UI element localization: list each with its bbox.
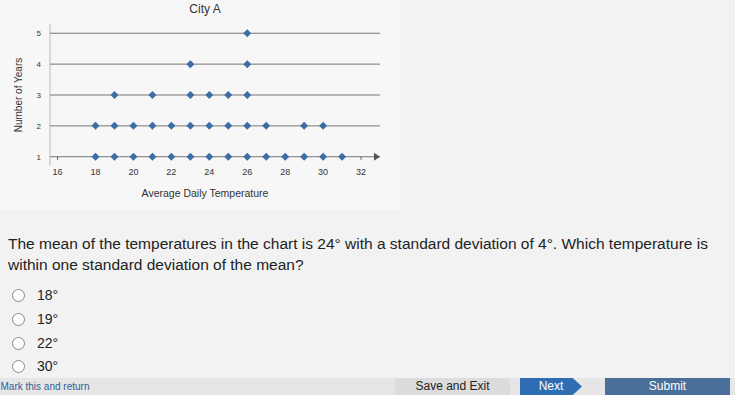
dot [186,153,194,161]
grid-line [50,95,380,96]
x-tick-label: 18 [91,167,101,177]
y-tick-label: 5 [37,29,42,38]
dot [148,91,156,99]
dot [243,91,251,99]
x-tick [57,157,58,160]
radio[interactable] [12,360,25,373]
dot [262,122,270,130]
radio[interactable] [12,313,25,326]
option[interactable]: 30° [12,357,58,375]
dot [243,122,251,130]
option[interactable]: 19° [12,310,58,328]
dot [224,122,232,130]
dot [243,153,251,161]
button[interactable]: Next [520,378,582,395]
y-tick-label: 3 [37,91,42,100]
y-tick-label: 1 [37,153,42,162]
dot [281,153,289,161]
dot [167,153,175,161]
dot [262,153,270,161]
dot [300,153,308,161]
option[interactable]: 22° [12,334,58,352]
dot [338,153,346,161]
button[interactable]: Save and Exit [395,378,510,395]
dot [243,60,251,68]
dot [148,153,156,161]
dot [167,122,175,130]
x-axis-label: Average Daily Temperature [142,187,269,199]
dot [205,153,213,161]
dot [129,153,137,161]
dot [205,122,213,130]
chart-background [0,0,400,210]
option-label[interactable]: 18° [37,287,58,303]
dot [300,122,308,130]
dot [110,153,118,161]
x-tick-label: 22 [166,167,176,177]
dot [224,153,232,161]
question: The mean of the temperatures in the char… [8,233,728,275]
option[interactable]: 18° [12,286,58,304]
option-label[interactable]: 19° [37,311,58,327]
dots [92,29,347,160]
dot [224,91,232,99]
chart: City A 1 2 3 4 5 16 18 20 22 24 26 28 30 32 Average Dai… [0,0,400,210]
dot [186,91,194,99]
dot [319,153,327,161]
dot [205,91,213,99]
grid-line [50,64,380,65]
axis-arrow [374,153,380,161]
option-label[interactable]: 22° [37,335,58,351]
grid-line [50,33,380,34]
title: City A [189,2,220,16]
dot [92,122,100,130]
dot [110,122,118,130]
x-tick-label: 28 [280,167,290,177]
dot [129,122,137,130]
x-tick [361,157,362,160]
x-tick-label: 26 [242,167,252,177]
button[interactable]: Submit [605,378,730,395]
x-tick-label: 24 [204,167,214,177]
dot [110,91,118,99]
dot [92,153,100,161]
mark-link[interactable]: Mark this and return [0,378,130,395]
dot [186,122,194,130]
y-tick-label: 4 [37,60,42,69]
x-tick-label: 20 [128,167,138,177]
dot [319,122,327,130]
x-tick-label: 16 [53,167,63,177]
y-tick-label: 2 [37,122,42,131]
dot [186,60,194,68]
radio[interactable] [12,337,25,350]
y-axis-label: Number of Years [13,58,24,133]
radio[interactable] [12,289,25,302]
option-label[interactable]: 30° [37,358,58,374]
x-tick-label: 32 [356,167,366,177]
x-tick-label: 30 [318,167,328,177]
dot [243,29,251,37]
dot [148,122,156,130]
